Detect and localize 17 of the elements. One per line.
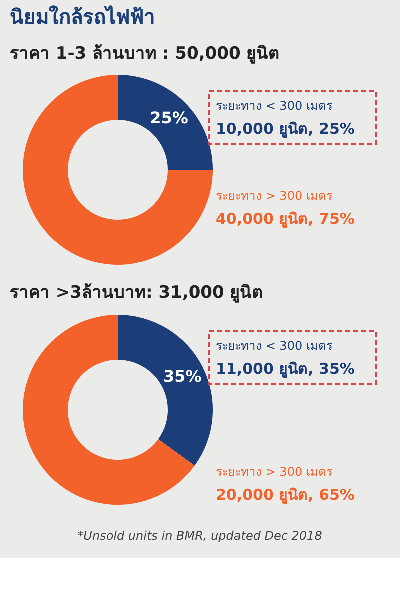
- text: 11,000 ยูนิต, 35%: [216, 360, 355, 379]
- chart-subtitle: ราคา 1-3 ล้านบาท : 50,000 ยูนิต: [10, 44, 280, 65]
- donut-slice: [118, 75, 213, 170]
- donut-slice: [118, 315, 213, 466]
- chart-title: นิยมใกล้รถไฟฟ้า: [10, 5, 155, 29]
- slice-label: ระยะทาง < 300 เมตร: [216, 339, 334, 353]
- text: *Unsold units in BMR, updated Dec 2018: [78, 529, 323, 543]
- data-label: 25%: [150, 108, 188, 128]
- text: 10,000 ยูนิต, 25%: [216, 120, 355, 139]
- slice-label: ระยะทาง > 300 เมตร: [216, 464, 334, 479]
- text: 20,000 ยูนิต, 65%: [216, 486, 355, 505]
- chart-title: ราคา >3ล้านบาท: 31,000 ยูนิต: [10, 283, 264, 304]
- donut-slice: [23, 75, 213, 265]
- data-label: 35%: [163, 367, 202, 386]
- text: 40,000 ยูนิต, 75%: [216, 210, 355, 229]
- slice-label: ระยะทาง > 300 เมตร: [216, 189, 334, 203]
- slice-label: ระยะทาง < 300 เมตร: [216, 99, 334, 113]
